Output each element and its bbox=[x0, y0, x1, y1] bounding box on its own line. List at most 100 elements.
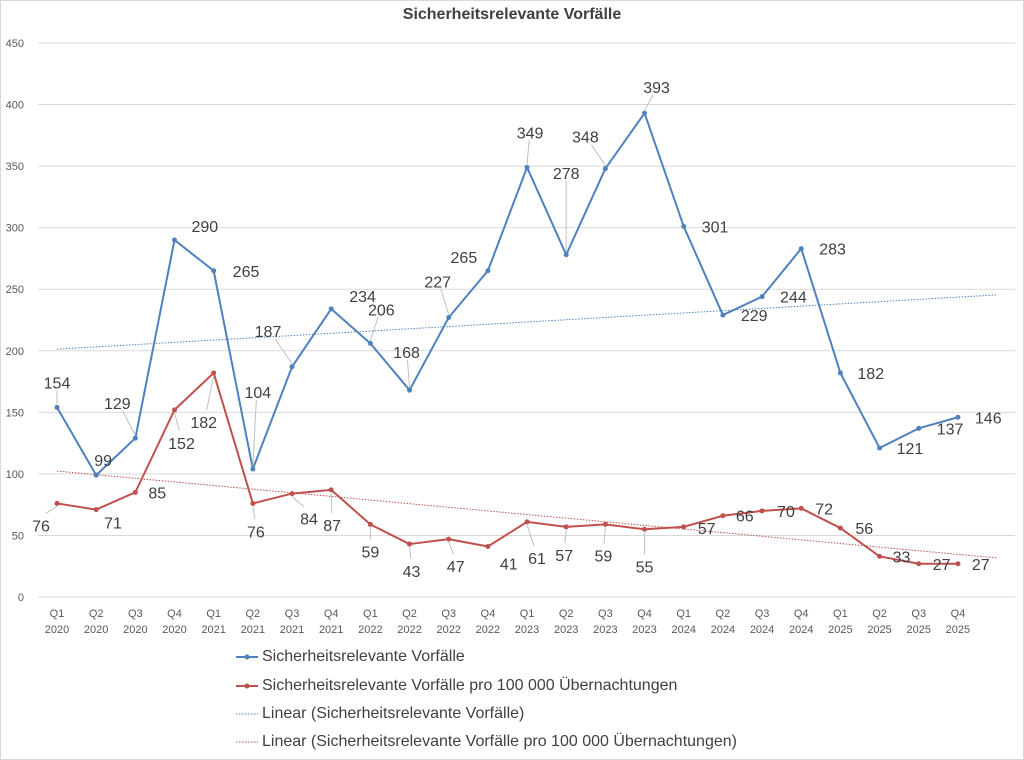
legend-label: Sicherheitsrelevante Vorfälle pro 100 00… bbox=[262, 677, 678, 694]
leader-line bbox=[252, 399, 257, 466]
x-tick-label: Q2 2023 bbox=[554, 608, 578, 636]
legend-entry-trend-0: Linear (Sicherheitsrelevante Vorfälle) bbox=[236, 704, 524, 724]
data-point bbox=[132, 489, 138, 495]
x-tick-label: Q4 2024 bbox=[789, 608, 813, 636]
x-tick-label: Q2 2020 bbox=[84, 608, 108, 636]
leader-line bbox=[252, 506, 256, 520]
data-label: 70 bbox=[777, 504, 795, 521]
data-point bbox=[916, 425, 922, 431]
data-label: 182 bbox=[190, 415, 217, 432]
x-tick-label: Q3 2024 bbox=[750, 608, 774, 636]
leader-line bbox=[526, 140, 530, 165]
data-point bbox=[54, 404, 60, 410]
x-tick-label: Q3 2020 bbox=[123, 608, 147, 636]
leader-line bbox=[122, 410, 136, 436]
x-tick-label: Q2 2025 bbox=[867, 608, 891, 636]
data-label: 87 bbox=[323, 518, 341, 535]
y-tick-label: 250 bbox=[6, 284, 24, 296]
data-point bbox=[485, 544, 491, 550]
data-point bbox=[328, 306, 334, 312]
data-point bbox=[877, 445, 883, 451]
data-label: 55 bbox=[636, 559, 654, 576]
x-tick-label: Q3 2022 bbox=[436, 608, 460, 636]
data-point bbox=[407, 541, 413, 547]
legend-entry-trend-1: Linear (Sicherheitsrelevante Vorfälle pr… bbox=[236, 732, 737, 752]
data-label: 33 bbox=[893, 549, 911, 566]
data-label: 59 bbox=[361, 544, 379, 561]
data-label: 234 bbox=[349, 289, 376, 306]
leader-line bbox=[174, 412, 180, 432]
x-tick-label: Q1 2024 bbox=[671, 608, 695, 636]
y-tick-label: 100 bbox=[6, 469, 24, 481]
data-label: 349 bbox=[517, 125, 544, 142]
x-tick-label: Q2 2024 bbox=[711, 608, 735, 636]
data-point bbox=[172, 407, 178, 413]
x-tick-label: Q3 2025 bbox=[906, 608, 930, 636]
x-tick-label: Q4 2020 bbox=[162, 608, 186, 636]
data-label: 348 bbox=[572, 130, 599, 147]
leader-line bbox=[526, 524, 535, 547]
data-point bbox=[955, 414, 961, 420]
data-point bbox=[837, 525, 843, 531]
data-point bbox=[955, 561, 961, 567]
x-tick-label: Q4 2023 bbox=[632, 608, 656, 636]
data-point bbox=[681, 524, 687, 530]
x-tick-label: Q3 2021 bbox=[280, 608, 304, 636]
data-label: 76 bbox=[247, 524, 265, 541]
data-point bbox=[446, 536, 452, 542]
data-label: 121 bbox=[897, 441, 924, 458]
chart-title: Sicherheitsrelevante Vorfälle bbox=[402, 6, 622, 23]
data-label: 72 bbox=[815, 501, 833, 518]
data-point bbox=[211, 268, 217, 274]
data-label: 27 bbox=[972, 557, 990, 574]
x-tick-label: Q2 2021 bbox=[241, 608, 265, 636]
leader-line bbox=[369, 317, 379, 341]
data-label: 265 bbox=[451, 250, 478, 267]
data-label: 227 bbox=[424, 275, 451, 292]
data-point bbox=[720, 312, 726, 318]
y-tick-label: 0 bbox=[18, 592, 24, 604]
data-label: 229 bbox=[741, 308, 768, 325]
y-tick-label: 300 bbox=[6, 223, 24, 235]
data-label: 66 bbox=[736, 509, 754, 526]
x-tick-label: Q1 2021 bbox=[201, 608, 225, 636]
data-label: 71 bbox=[104, 516, 122, 533]
x-tick-label: Q1 2023 bbox=[515, 608, 539, 636]
y-tick-label: 450 bbox=[6, 38, 24, 50]
legend-label: Linear (Sicherheitsrelevante Vorfälle) bbox=[262, 705, 525, 722]
x-tick-label: Q4 2022 bbox=[476, 608, 500, 636]
data-label: 76 bbox=[32, 518, 50, 535]
data-point bbox=[132, 435, 138, 441]
data-label: 59 bbox=[594, 548, 612, 565]
x-tick-label: Q4 2021 bbox=[319, 608, 343, 636]
data-point bbox=[446, 315, 452, 321]
data-label: 206 bbox=[368, 302, 395, 319]
data-label: 146 bbox=[975, 410, 1002, 427]
data-point bbox=[93, 507, 99, 513]
y-tick-label: 50 bbox=[12, 530, 24, 542]
trendline-1 bbox=[56, 470, 998, 559]
data-point bbox=[93, 472, 99, 478]
data-point bbox=[877, 553, 883, 559]
data-point bbox=[798, 246, 804, 252]
data-label: 154 bbox=[44, 375, 71, 392]
leader-line bbox=[291, 496, 305, 507]
y-tick-label: 350 bbox=[6, 161, 24, 173]
data-point bbox=[916, 561, 922, 567]
data-point bbox=[172, 237, 178, 243]
data-point bbox=[289, 364, 295, 370]
data-label: 182 bbox=[857, 366, 884, 383]
leader-line bbox=[406, 360, 411, 388]
data-point bbox=[54, 500, 60, 506]
leader-line bbox=[644, 94, 654, 111]
data-point bbox=[759, 508, 765, 514]
data-label: 61 bbox=[528, 551, 546, 568]
x-tick-label: Q2 2022 bbox=[397, 608, 421, 636]
data-point bbox=[602, 521, 608, 527]
y-tick-label: 150 bbox=[6, 407, 24, 419]
data-label: 129 bbox=[104, 396, 131, 413]
data-label: 43 bbox=[403, 564, 421, 581]
data-label: 265 bbox=[233, 264, 260, 281]
data-label: 137 bbox=[937, 421, 964, 438]
data-point bbox=[289, 491, 295, 497]
